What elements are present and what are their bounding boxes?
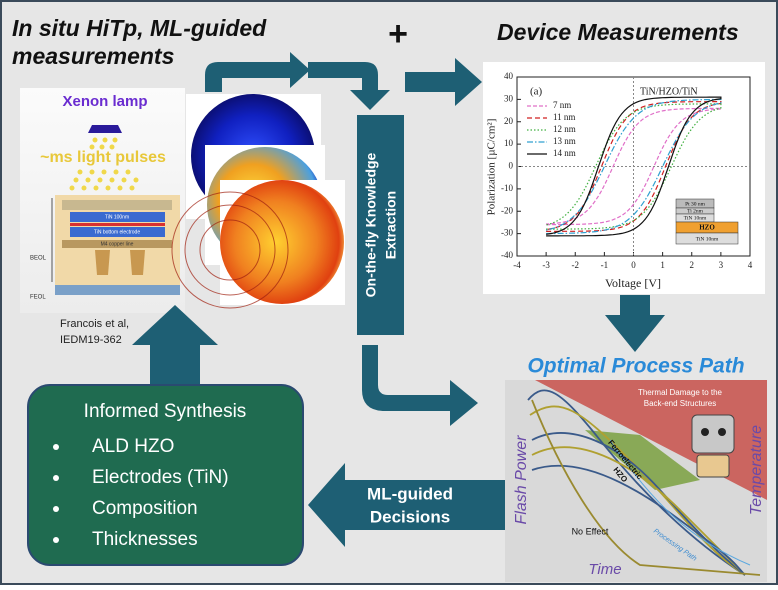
synthesis-item: ALD HZO [92,436,174,457]
layer-label: TiN 100nm [105,214,129,220]
decisions-label: ML-guided [367,484,453,503]
temperature-label: Temperature [748,425,765,515]
process-title: Optimal Process Path [527,355,744,378]
legend-label: 11 nm [553,112,575,122]
y-tick-label: 0 [509,161,514,171]
x-axis-label: Voltage [V] [605,276,661,290]
x-tick-label: 3 [719,260,724,270]
substrate [55,285,180,295]
layer-label: TiN bottom electrode [94,229,140,235]
extraction-label: On-the-fly Knowledge [363,152,379,297]
x-tick-label: -3 [542,260,550,270]
plus-sign: + [388,15,408,53]
x-tick-label: 0 [631,260,636,270]
y-tick-label: 10 [504,138,514,148]
stack-label: TiN 10nm [696,236,719,242]
process-chart: Optimal Process Path Thermal Damage to t… [505,355,767,582]
pe-plot: (a) TiN/HZO/TiN Polarization [µC/cm²] Vo… [483,62,765,294]
stack-layer [62,200,172,210]
via [130,250,145,275]
bullet [53,475,59,481]
stack-label: HZO [699,224,715,232]
y-tick-label: 30 [504,93,514,103]
lamp-label: Xenon lamp [62,93,147,110]
damage-label: Thermal Damage to the [638,388,723,397]
synthesis-title: Informed Synthesis [84,401,247,422]
decisions-label: Decisions [370,507,450,526]
device-title: Device Measurements [497,19,739,45]
x-tick-label: 1 [660,260,665,270]
y-tick-label: -40 [501,250,513,260]
bullet [53,537,59,543]
feol-label: FEOL [30,295,46,301]
y-tick-label: -20 [501,205,513,215]
flash-power-label: Flash Power [513,435,530,525]
stack-label: Pt 30 nm [685,201,706,207]
synthesis-item: Electrodes (TiN) [92,467,229,488]
legend-label: 7 nm [553,100,571,110]
bullet [53,444,59,450]
legend-label: 12 nm [553,124,576,134]
legend-label: 13 nm [553,136,576,146]
y-tick-label: 40 [504,71,514,81]
y-tick-label: 20 [504,116,514,126]
y-tick-label: -10 [501,183,513,193]
y-tick-label: -30 [501,228,513,238]
layer-label: M4 copper line [101,241,134,247]
stack-label: Ti 2nm [687,208,704,214]
citation: IEDM19-362 [60,334,122,346]
beol-label: BEOL [30,256,47,262]
stack-label: TiN 10nm [684,215,707,221]
x-tick-label: -1 [601,260,609,270]
title-line: measurements [12,43,174,69]
extraction-label: Extraction [383,191,399,259]
x-tick-label: -2 [572,260,580,270]
synthesis-item: Composition [92,498,198,519]
no-effect-label: No Effect [572,526,609,536]
time-label: Time [588,561,621,578]
setup-illustration: Xenon lamp ~ms light pulses TiN 100nm Ti… [20,88,185,346]
pe-title: TiN/HZO/TiN [640,86,698,97]
pulses-label: ~ms light pulses [40,149,166,166]
lamp-icon [88,125,122,133]
synthesis-item: Thicknesses [92,529,198,550]
legend-label: 14 nm [553,148,576,158]
citation: Francois et al, [60,318,129,330]
panel-label: (a) [530,86,543,98]
robot-icon [692,415,734,477]
stack-layer [70,223,165,226]
x-tick-label: 4 [748,260,753,270]
page: In situ HiTp, ML-guided measurements + D… [0,0,778,585]
title-line: In situ HiTp, ML-guided [12,15,267,41]
y-axis-label: Polarization [µC/cm²] [486,119,498,216]
x-tick-label: -4 [513,260,521,270]
x-tick-label: 2 [690,260,695,270]
via [95,250,110,275]
xrd-pattern [220,180,344,304]
damage-label: Back-end Structures [644,399,716,408]
bullet [53,506,59,512]
